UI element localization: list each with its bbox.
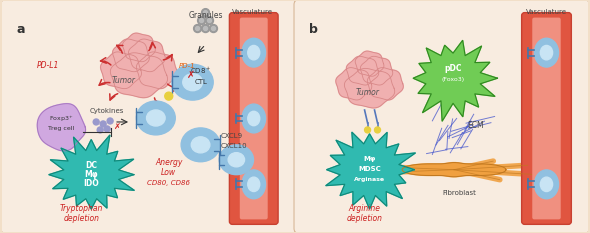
Circle shape xyxy=(205,17,214,24)
Circle shape xyxy=(194,24,202,33)
Circle shape xyxy=(211,27,215,31)
Polygon shape xyxy=(326,132,415,209)
Text: CXCL9: CXCL9 xyxy=(221,133,242,139)
Polygon shape xyxy=(101,52,142,89)
Text: IDO: IDO xyxy=(83,178,99,188)
Circle shape xyxy=(93,119,99,125)
Text: pDC: pDC xyxy=(444,64,462,73)
Ellipse shape xyxy=(242,104,266,133)
FancyBboxPatch shape xyxy=(240,18,268,219)
Ellipse shape xyxy=(219,145,254,175)
Text: Foxp3$^+$: Foxp3$^+$ xyxy=(49,114,74,124)
Circle shape xyxy=(97,127,103,133)
Text: Arginase: Arginase xyxy=(354,177,385,182)
Polygon shape xyxy=(346,56,379,85)
Text: DC: DC xyxy=(85,161,97,170)
Circle shape xyxy=(204,27,208,31)
Text: Vasculature: Vasculature xyxy=(526,9,567,15)
Polygon shape xyxy=(360,56,393,85)
Polygon shape xyxy=(368,68,404,100)
Text: PD-L1: PD-L1 xyxy=(37,61,59,70)
Circle shape xyxy=(100,121,106,127)
Circle shape xyxy=(107,118,113,124)
Ellipse shape xyxy=(181,128,220,162)
Polygon shape xyxy=(136,52,177,89)
Text: depletion: depletion xyxy=(63,214,99,223)
Text: Tumor: Tumor xyxy=(112,76,136,85)
Circle shape xyxy=(375,127,381,133)
Ellipse shape xyxy=(191,137,210,153)
Polygon shape xyxy=(37,104,86,151)
Ellipse shape xyxy=(172,64,213,100)
Ellipse shape xyxy=(248,177,260,192)
Text: CXCL10: CXCL10 xyxy=(221,143,247,149)
Text: Anergy: Anergy xyxy=(155,158,182,167)
Circle shape xyxy=(204,11,208,15)
Ellipse shape xyxy=(183,74,202,91)
Polygon shape xyxy=(129,39,165,72)
Text: b: b xyxy=(309,23,318,36)
Circle shape xyxy=(208,19,211,23)
Text: Cytokines: Cytokines xyxy=(89,108,124,114)
Ellipse shape xyxy=(540,45,553,60)
Text: CD8$^+$: CD8$^+$ xyxy=(190,66,211,76)
Polygon shape xyxy=(49,135,135,209)
FancyBboxPatch shape xyxy=(522,13,571,224)
Polygon shape xyxy=(413,40,497,121)
Text: Mφ: Mφ xyxy=(84,170,98,179)
Text: CD80, CD86: CD80, CD86 xyxy=(148,180,190,186)
Text: Low: Low xyxy=(161,168,176,177)
Text: PD-1: PD-1 xyxy=(179,63,195,69)
Ellipse shape xyxy=(242,170,266,199)
Ellipse shape xyxy=(535,38,559,67)
FancyBboxPatch shape xyxy=(532,18,560,219)
Text: ECM: ECM xyxy=(467,121,484,130)
Ellipse shape xyxy=(540,177,553,192)
Polygon shape xyxy=(336,68,372,100)
Polygon shape xyxy=(402,163,506,177)
Circle shape xyxy=(202,9,209,17)
Polygon shape xyxy=(110,53,168,98)
Ellipse shape xyxy=(535,170,559,199)
Text: Arginine: Arginine xyxy=(349,204,381,213)
Text: Tryptophan: Tryptophan xyxy=(60,204,103,213)
Text: a: a xyxy=(17,23,25,36)
Circle shape xyxy=(198,17,205,24)
FancyBboxPatch shape xyxy=(1,0,296,233)
Text: (Foxo3): (Foxo3) xyxy=(441,77,464,82)
Circle shape xyxy=(365,127,371,133)
Circle shape xyxy=(209,24,218,33)
Text: ✗: ✗ xyxy=(186,70,195,80)
Circle shape xyxy=(165,92,173,100)
Polygon shape xyxy=(345,69,395,108)
Ellipse shape xyxy=(248,111,260,126)
Text: Mφ: Mφ xyxy=(363,156,376,162)
Text: ✗: ✗ xyxy=(113,122,120,131)
Ellipse shape xyxy=(242,38,266,67)
Text: Granules: Granules xyxy=(188,10,223,20)
FancyBboxPatch shape xyxy=(294,0,589,233)
FancyBboxPatch shape xyxy=(230,13,278,224)
Polygon shape xyxy=(355,51,384,76)
Circle shape xyxy=(196,27,199,31)
Polygon shape xyxy=(123,33,155,62)
Text: Fibroblast: Fibroblast xyxy=(442,189,476,195)
Text: Tumor: Tumor xyxy=(356,88,379,97)
Ellipse shape xyxy=(136,101,175,135)
Circle shape xyxy=(104,126,110,132)
Ellipse shape xyxy=(228,153,244,167)
Text: CTL: CTL xyxy=(194,79,207,85)
Circle shape xyxy=(202,24,209,33)
Text: Vasculature: Vasculature xyxy=(232,9,273,15)
Text: MDSC: MDSC xyxy=(358,166,381,172)
Text: depletion: depletion xyxy=(346,214,382,223)
Circle shape xyxy=(199,19,204,23)
Polygon shape xyxy=(113,39,149,72)
Ellipse shape xyxy=(146,110,165,126)
Ellipse shape xyxy=(248,45,260,60)
Text: Treg cell: Treg cell xyxy=(48,126,74,131)
